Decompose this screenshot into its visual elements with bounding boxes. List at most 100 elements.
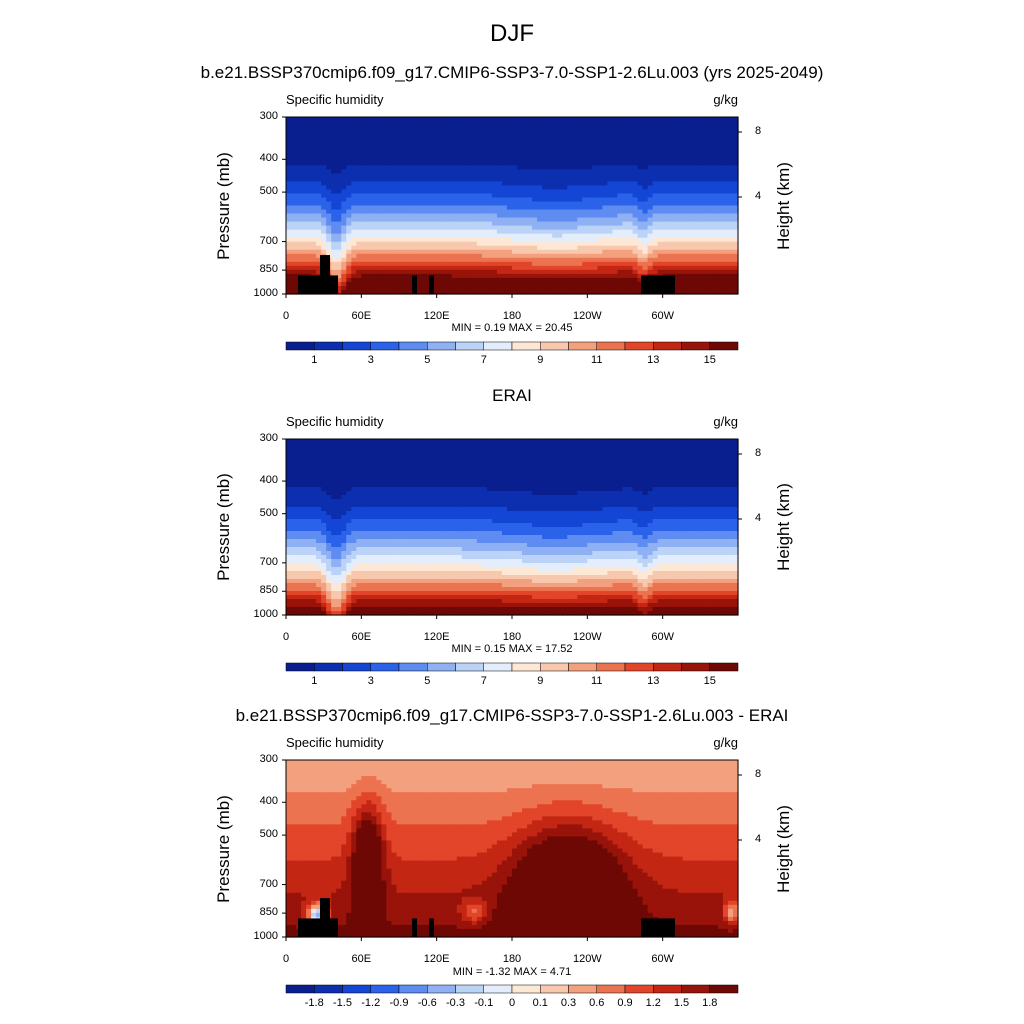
field-cell (547, 249, 553, 255)
field-cell (612, 245, 619, 251)
field-cell (697, 213, 704, 219)
field-cell (331, 253, 337, 259)
field-cell (426, 253, 433, 259)
field-cell (456, 145, 463, 150)
field-cell (321, 603, 327, 608)
field-cell (391, 125, 398, 130)
field-cell (587, 233, 593, 239)
field-cell (567, 169, 573, 174)
field-cell (517, 117, 523, 122)
field-cell (632, 281, 639, 287)
field-cell (321, 527, 327, 532)
field-cell (647, 157, 654, 162)
field-cell (592, 273, 598, 279)
field-cell (316, 237, 322, 243)
field-cell (587, 277, 593, 283)
field-cell (306, 249, 312, 255)
field-cell (527, 249, 533, 255)
field-cell (687, 169, 694, 174)
field-cell (336, 161, 342, 166)
field-cell (476, 181, 483, 186)
field-cell (291, 273, 297, 279)
field-cell (512, 205, 518, 211)
field-cell (406, 241, 413, 247)
field-cell (291, 527, 297, 532)
field-cell (617, 189, 624, 195)
field-cell (637, 265, 644, 271)
field-cell (411, 137, 418, 142)
field-cell (627, 281, 634, 287)
field-cell (461, 201, 468, 207)
field-cell (311, 539, 317, 544)
field-cell (351, 451, 357, 456)
field-cell (311, 177, 317, 182)
field-cell (532, 189, 538, 195)
field-cell (722, 193, 729, 199)
field-cell (406, 217, 413, 223)
field-cell (371, 177, 377, 182)
field-cell (316, 145, 322, 150)
field-cell (572, 181, 578, 186)
field-cell (421, 185, 428, 191)
field-cell (592, 165, 598, 170)
field-cell (436, 249, 443, 255)
field-cell (356, 193, 362, 199)
field-cell (366, 229, 372, 235)
field-cell (517, 161, 523, 166)
field-cell (366, 439, 372, 444)
field-cell (612, 285, 619, 291)
field-cell (381, 117, 388, 122)
field-cell (286, 563, 292, 568)
field-cell (356, 539, 362, 544)
field-cell (707, 257, 714, 263)
field-cell (662, 145, 669, 150)
field-cell (346, 455, 352, 460)
field-cell (446, 249, 453, 255)
field-cell (662, 169, 669, 174)
field-cell (376, 197, 383, 203)
field-cell (662, 213, 669, 219)
field-cell (672, 229, 679, 235)
field-cell (677, 253, 684, 259)
field-cell (331, 201, 337, 207)
field-cell (406, 161, 413, 166)
field-cell (371, 447, 377, 452)
field-cell (316, 257, 322, 263)
field-cell (727, 225, 734, 231)
field-cell (386, 265, 393, 271)
field-cell (667, 253, 674, 259)
field-cell (697, 121, 704, 126)
field-cell (712, 185, 719, 191)
field-cell (552, 173, 558, 178)
field-cell (286, 253, 292, 259)
field-cell (361, 237, 367, 243)
field-cell (652, 133, 659, 138)
field-cell (311, 189, 317, 195)
field-cell (692, 241, 699, 247)
field-cell (496, 205, 503, 211)
field-cell (717, 209, 724, 215)
field-cell (336, 289, 342, 295)
field-cell (692, 173, 699, 178)
field-cell (607, 265, 614, 271)
field-cell (301, 177, 307, 182)
field-cell (426, 197, 433, 203)
field-cell (637, 253, 644, 259)
field-cell (361, 149, 367, 154)
field-cell (296, 503, 302, 508)
field-cell (316, 209, 322, 215)
field-cell (517, 249, 523, 255)
field-cell (321, 579, 327, 584)
field-cell (582, 253, 588, 259)
field-cell (446, 225, 453, 231)
field-cell (441, 281, 448, 287)
field-cell (321, 495, 327, 500)
field-cell (356, 463, 362, 468)
field-cell (577, 201, 583, 207)
field-cell (512, 145, 518, 150)
field-cell (682, 253, 689, 259)
field-cell (366, 595, 372, 600)
field-cell (326, 117, 332, 122)
field-cell (486, 229, 493, 235)
field-cell (552, 253, 558, 259)
